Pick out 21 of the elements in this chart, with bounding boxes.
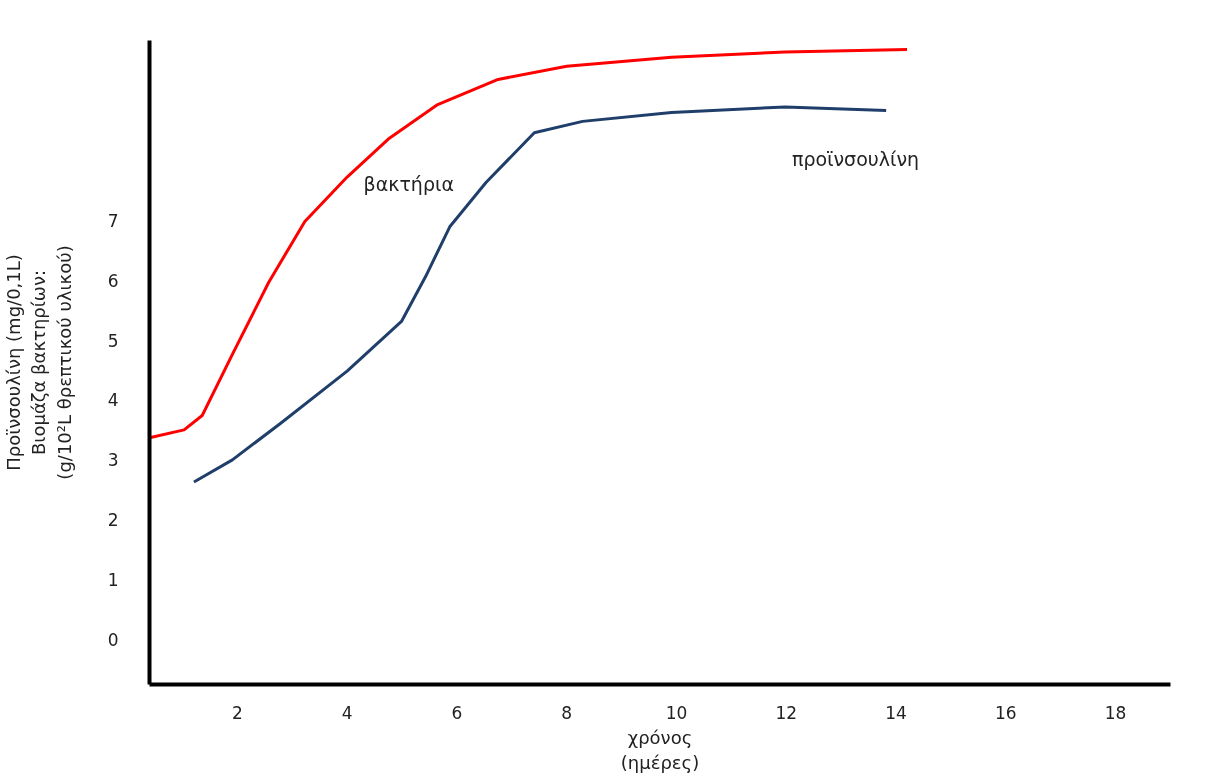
y-tick-label: 3 bbox=[107, 450, 119, 471]
x-tick-label: 14 bbox=[885, 702, 907, 723]
y-tick-label: 7 bbox=[107, 210, 119, 231]
x-tick-label: 18 bbox=[1104, 702, 1127, 723]
text: προϊνσουλίνη bbox=[791, 148, 920, 171]
series-label: βακτήρια bbox=[363, 173, 454, 196]
x-axis-title: χρόνος (ημέρες) bbox=[620, 726, 700, 773]
x-tick-label: 16 bbox=[995, 702, 1017, 723]
x-tick-label: 2 bbox=[231, 702, 243, 723]
y-tick-label: 6 bbox=[107, 270, 119, 291]
y-tick-label: 4 bbox=[107, 390, 119, 411]
x-tick-label: 6 bbox=[451, 702, 463, 723]
x-tick-label: 10 bbox=[665, 702, 688, 723]
y-tick-label: 5 bbox=[107, 330, 119, 351]
x-tick-label: 12 bbox=[775, 702, 798, 723]
y-tick-label: 0 bbox=[107, 630, 119, 651]
y-tick-label: 2 bbox=[107, 510, 119, 531]
y-tick-label: 1 bbox=[107, 570, 119, 591]
x-tick-label: 8 bbox=[561, 702, 573, 723]
y-axis-title: Προϊνσουλίνη (mg/0,1L) Βιομάζα βακτηρίων: (g/10²L θρεπτικού υλικού) bbox=[3, 245, 75, 480]
x-tick-label: 4 bbox=[341, 702, 353, 723]
